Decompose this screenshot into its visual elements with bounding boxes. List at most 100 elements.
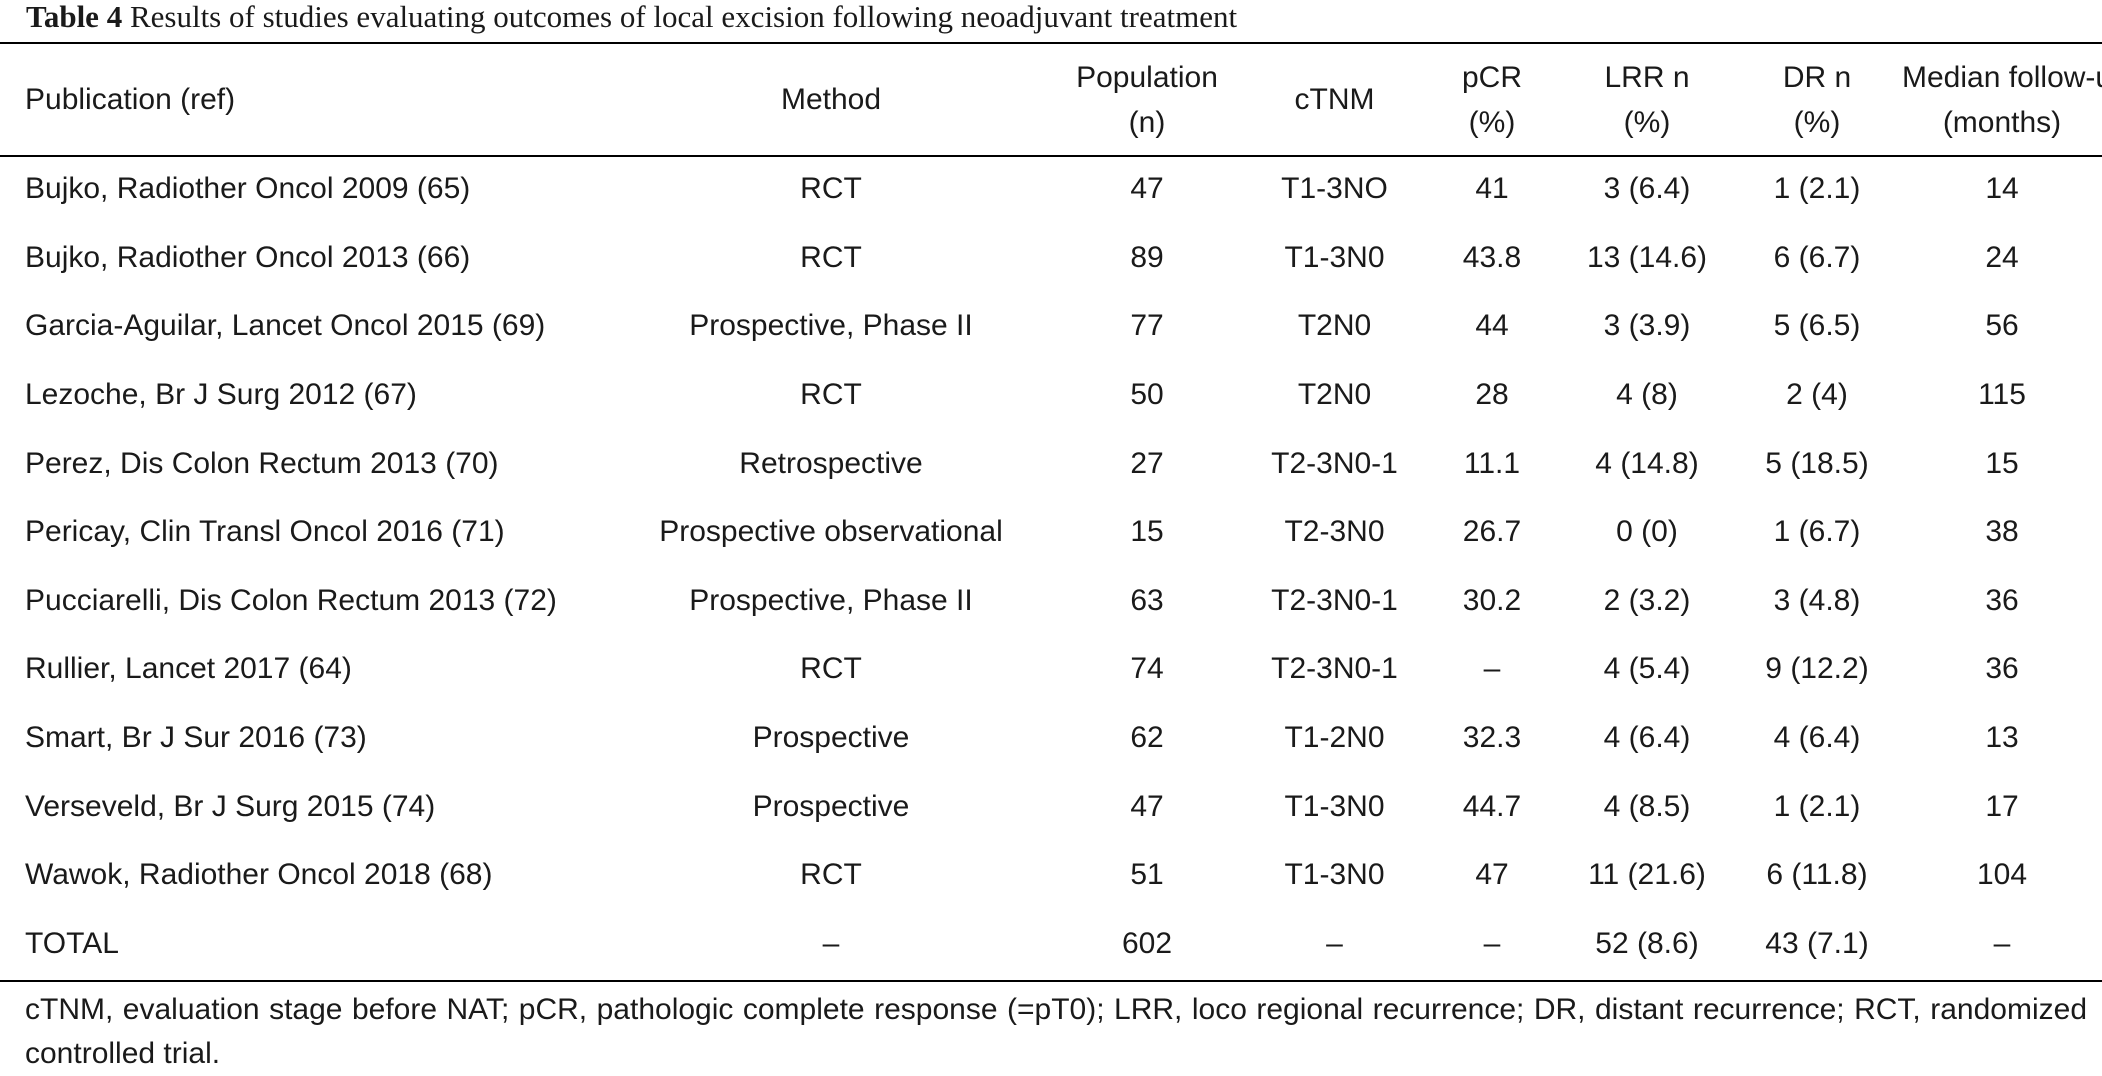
cell-lrr: 52 (8.6)	[1595, 926, 1699, 960]
cell-dr: 1 (2.1)	[1773, 789, 1861, 823]
cell-method: RCT	[800, 172, 862, 206]
header-pcr: pCR (%)	[1422, 44, 1562, 155]
cell-followup: 104	[1976, 858, 2028, 892]
header-dr-line2: (%)	[1793, 105, 1841, 139]
cell-population: 47	[1130, 172, 1164, 206]
cell-population: 50	[1130, 378, 1164, 412]
cell-pcr: 26.7	[1462, 515, 1522, 549]
table-row: Bujko, Radiother Oncol 2009 (65) RCT 47 …	[0, 155, 2102, 224]
cell-pcr: 44.7	[1462, 789, 1522, 823]
cell-population: 47	[1130, 789, 1164, 823]
cell-ctnm: –	[1326, 926, 1343, 960]
header-dr: DR n (%)	[1732, 44, 1902, 155]
header-lrr-line1: LRR n	[1604, 60, 1690, 94]
header-ctnm: cTNM	[1294, 83, 1375, 116]
cell-publication: Verseveld, Br J Surg 2015 (74)	[25, 789, 436, 823]
cell-publication: Lezoche, Br J Surg 2012 (67)	[25, 378, 417, 412]
cell-population: 89	[1130, 240, 1164, 274]
header-population-line1: Population	[1076, 60, 1218, 94]
cell-lrr: 4 (8.5)	[1603, 789, 1691, 823]
cell-lrr: 4 (5.4)	[1603, 652, 1691, 686]
cell-pcr: 32.3	[1462, 721, 1522, 755]
cell-population: 62	[1130, 721, 1164, 755]
cell-publication: Pucciarelli, Dis Colon Rectum 2013 (72)	[25, 583, 557, 617]
cell-ctnm: T1-2N0	[1284, 721, 1385, 755]
cell-ctnm: T2-3N0	[1284, 515, 1385, 549]
cell-method: Retrospective	[739, 446, 923, 480]
header-rule	[0, 155, 2102, 157]
table-row: Perez, Dis Colon Rectum 2013 (70) Retros…	[0, 429, 2102, 498]
cell-ctnm: T1-3N0	[1284, 858, 1385, 892]
cell-followup: –	[1993, 926, 2011, 960]
cell-dr: 1 (6.7)	[1773, 515, 1861, 549]
table-row: Bujko, Radiother Oncol 2013 (66) RCT 89 …	[0, 224, 2102, 293]
header-dr-line1: DR n	[1782, 60, 1852, 94]
cell-followup: 17	[1985, 789, 2019, 823]
cell-followup: 13	[1985, 721, 2019, 755]
cell-pcr: 11.1	[1463, 446, 1521, 480]
header-followup-line1: Median follow-up	[1902, 60, 2102, 94]
cell-followup: 15	[1985, 446, 2019, 480]
cell-method: Prospective, Phase II	[689, 309, 973, 343]
cell-lrr: 3 (3.9)	[1603, 309, 1691, 343]
cell-publication: Garcia-Aguilar, Lancet Oncol 2015 (69)	[25, 309, 546, 343]
cell-population: 15	[1130, 515, 1164, 549]
cell-ctnm: T1-3NO	[1281, 172, 1388, 206]
table-caption-label: Table 4	[26, 0, 123, 34]
cell-followup: 56	[1985, 309, 2019, 343]
header-publication: Publication (ref)	[25, 83, 236, 116]
cell-method: Prospective observational	[659, 515, 1003, 549]
cell-method: –	[822, 926, 840, 960]
cell-population: 602	[1121, 926, 1173, 960]
table-caption: Table 4 Results of studies evaluating ou…	[26, 0, 1237, 40]
cell-followup: 38	[1985, 515, 2019, 549]
cell-ctnm: T2-3N0-1	[1271, 446, 1398, 480]
bottom-rule	[0, 980, 2102, 982]
cell-dr: 5 (6.5)	[1773, 309, 1861, 343]
table-row: Verseveld, Br J Surg 2015 (74) Prospecti…	[0, 772, 2102, 841]
header-pcr-line2: (%)	[1468, 105, 1516, 139]
cell-pcr: 43.8	[1462, 240, 1522, 274]
cell-dr: 9 (12.2)	[1765, 652, 1869, 686]
cell-followup: 115	[1978, 378, 2026, 412]
table-row: Pucciarelli, Dis Colon Rectum 2013 (72) …	[0, 567, 2102, 636]
header-lrr: LRR n (%)	[1562, 44, 1732, 155]
table-header: Publication (ref) Method Population (n) …	[0, 44, 2102, 155]
cell-population: 74	[1130, 652, 1164, 686]
cell-ctnm: T1-3N0	[1284, 789, 1385, 823]
cell-lrr: 3 (6.4)	[1603, 172, 1691, 206]
cell-publication: Bujko, Radiother Oncol 2013 (66)	[25, 240, 471, 274]
cell-publication: Smart, Br J Sur 2016 (73)	[25, 721, 367, 755]
cell-publication: Rullier, Lancet 2017 (64)	[25, 652, 352, 686]
cell-method: Prospective	[752, 789, 910, 823]
table-row-total: TOTAL – 602 – – 52 (8.6) 43 (7.1) –	[0, 910, 2102, 979]
cell-population: 27	[1130, 446, 1164, 480]
cell-method: RCT	[800, 378, 862, 412]
cell-lrr: 4 (8)	[1616, 378, 1678, 412]
table-row: Pericay, Clin Transl Oncol 2016 (71) Pro…	[0, 498, 2102, 567]
cell-method: Prospective, Phase II	[689, 583, 973, 617]
table-row: Smart, Br J Sur 2016 (73) Prospective 62…	[0, 704, 2102, 773]
table-row: Rullier, Lancet 2017 (64) RCT 74 T2-3N0-…	[0, 635, 2102, 704]
cell-ctnm: T2N0	[1297, 378, 1372, 412]
cell-publication: Bujko, Radiother Oncol 2009 (65)	[25, 172, 471, 206]
cell-lrr: 2 (3.2)	[1603, 583, 1691, 617]
header-lrr-line2: (%)	[1623, 105, 1671, 139]
cell-followup: 24	[1985, 240, 2019, 274]
cell-publication: TOTAL	[25, 926, 119, 960]
cell-pcr: 41	[1475, 172, 1509, 206]
cell-population: 77	[1130, 309, 1164, 343]
cell-publication: Perez, Dis Colon Rectum 2013 (70)	[25, 446, 499, 480]
cell-lrr: 4 (6.4)	[1603, 721, 1691, 755]
cell-publication: Wawok, Radiother Oncol 2018 (68)	[25, 858, 493, 892]
cell-population: 51	[1130, 858, 1164, 892]
cell-dr: 3 (4.8)	[1773, 583, 1861, 617]
table-row: Lezoche, Br J Surg 2012 (67) RCT 50 T2N0…	[0, 361, 2102, 430]
top-rule	[0, 42, 2102, 44]
cell-dr: 1 (2.1)	[1773, 172, 1861, 206]
cell-pcr: 28	[1475, 378, 1509, 412]
cell-dr: 4 (6.4)	[1773, 721, 1861, 755]
cell-lrr: 4 (14.8)	[1595, 446, 1699, 480]
cell-ctnm: T2-3N0-1	[1271, 652, 1398, 686]
results-table: Publication (ref) Method Population (n) …	[0, 44, 2102, 978]
